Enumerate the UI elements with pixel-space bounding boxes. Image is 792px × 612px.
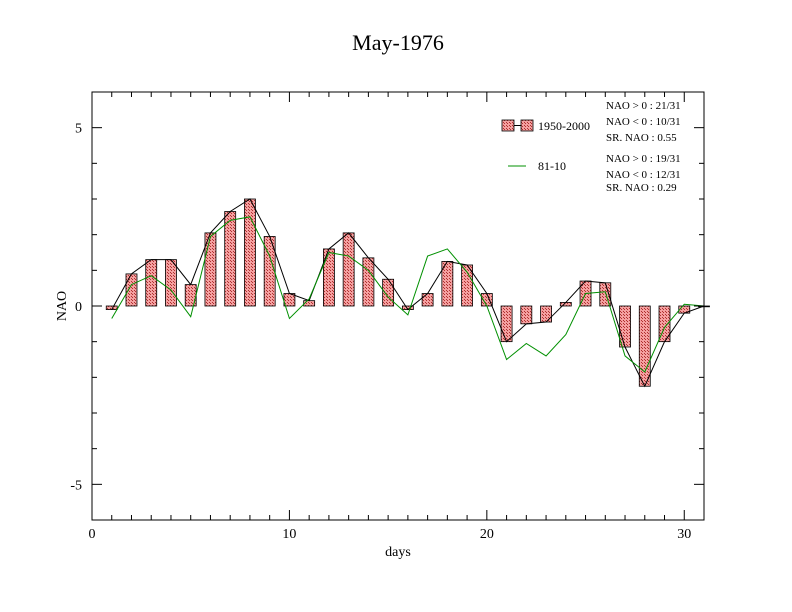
stat-text: NAO > 0 : 21/31	[606, 100, 681, 112]
legend-label-81-10: 81-10	[538, 159, 566, 173]
bar	[421, 293, 434, 307]
stat-text: NAO < 0 : 10/31	[606, 116, 681, 128]
y-tick-label: 0	[75, 300, 82, 315]
bar	[244, 198, 256, 307]
stat-text: NAO > 0 : 19/31	[606, 153, 681, 165]
chart-title: May-1976	[352, 30, 444, 55]
stat-text: SR. NAO : 0.55	[606, 132, 677, 144]
line-series	[111, 198, 705, 388]
bar	[638, 305, 651, 387]
plot-area: 0 10 20 30 -5 0 5	[70, 91, 710, 542]
series-line-81-10	[111, 216, 705, 373]
bar	[362, 257, 375, 307]
x-tick-label: 30	[677, 527, 691, 542]
bar	[145, 259, 158, 307]
y-tick-label: 5	[75, 122, 82, 137]
y-axis-label: NAO	[55, 291, 70, 321]
legend-bar-swatch-left	[501, 119, 515, 132]
bar	[125, 273, 138, 307]
axis-ticks: 0 10 20 30 -5 0 5	[70, 92, 704, 542]
bar	[165, 259, 177, 307]
legend: 1950-2000 81-10 NAO > 0 : 21/31 NAO < 0 …	[501, 100, 681, 194]
bar	[619, 305, 631, 348]
bar	[520, 305, 533, 325]
bar	[224, 211, 237, 307]
stat-text: SR. NAO : 0.29	[606, 182, 677, 194]
bar	[323, 248, 335, 307]
bar	[342, 232, 355, 307]
y-tick-label: -5	[70, 478, 82, 493]
stat-text: NAO < 0 : 12/31	[606, 169, 681, 181]
bar	[540, 305, 552, 323]
legend-bar-swatch-right	[520, 119, 534, 132]
x-tick-label: 20	[480, 527, 494, 542]
x-tick-label: 10	[282, 527, 296, 542]
x-tick-label: 0	[89, 527, 96, 542]
series-line-1950-2000	[111, 198, 705, 388]
x-axis-label: days	[385, 545, 411, 560]
legend-label-1950-2000: 1950-2000	[538, 119, 590, 133]
bar	[500, 305, 513, 343]
